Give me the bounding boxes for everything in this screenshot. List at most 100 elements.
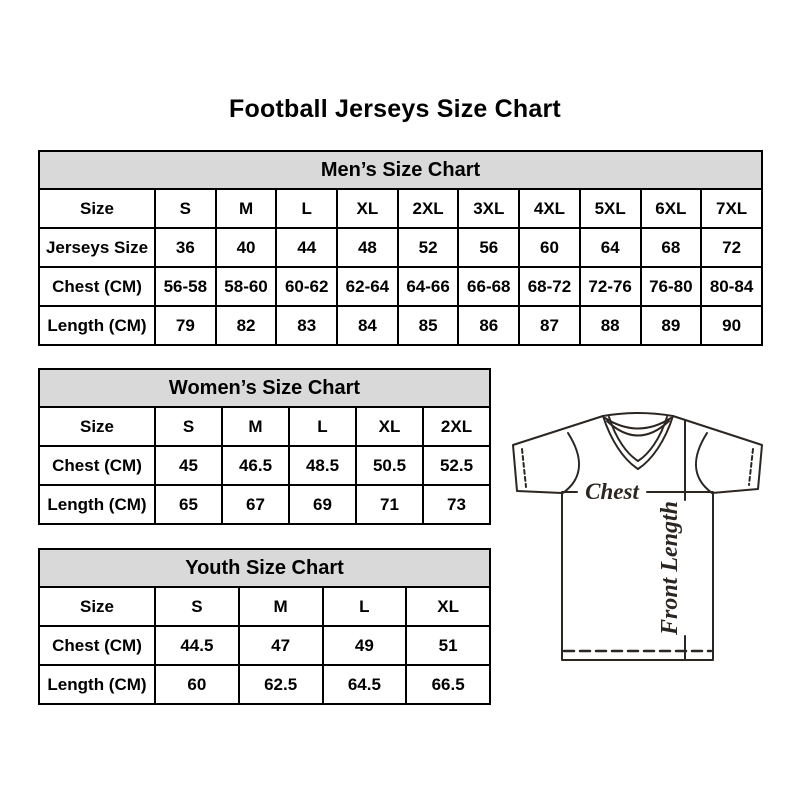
value-cell: 65	[154, 484, 223, 525]
value-cell: 52	[396, 227, 460, 268]
value-cell: 84	[336, 305, 399, 346]
value-cell: 2XL	[422, 406, 491, 447]
jersey-left-armhole-seam	[562, 432, 580, 494]
value-cell: 72	[700, 227, 763, 268]
value-cell: 68-72	[518, 266, 581, 307]
mens-table: Size S M L XL 2XL 3XL 4XL 5XL 6XL 7XL Jerseys Size 3…	[38, 188, 763, 346]
value-cell: M	[237, 586, 324, 627]
womens-table: Size S M L XL 2XL Chest (CM) 45 46.5 48.5 50.5 52.5…	[38, 406, 491, 525]
value-cell: 82	[214, 305, 278, 346]
value-cell: 36	[154, 227, 217, 268]
value-cell: 4XL	[518, 188, 581, 229]
value-cell: L	[288, 406, 357, 447]
value-cell: S	[154, 188, 217, 229]
front-length-label: Front Length	[657, 501, 683, 636]
value-cell: 44	[275, 227, 339, 268]
jersey-vneck-inner-left	[608, 416, 639, 462]
value-cell: 60	[154, 664, 240, 705]
value-cell: 47	[237, 625, 324, 666]
value-cell: 66.5	[405, 664, 491, 705]
value-cell: 76-80	[639, 266, 703, 307]
value-cell: 73	[422, 484, 491, 525]
jersey-right-armhole-seam	[695, 432, 713, 494]
value-cell: 48	[336, 227, 399, 268]
value-cell: 68	[639, 227, 703, 268]
value-cell: L	[321, 586, 408, 627]
jersey-measurement-diagram: Chest Front Length	[500, 403, 775, 671]
jersey-left-cuff-stitch	[521, 448, 527, 488]
value-cell: 5XL	[578, 188, 642, 229]
table-row: Length (CM) 60 62.5 64.5 66.5	[38, 664, 491, 705]
youth-table: Size S M L XL Chest (CM) 44.5 47 49 51 Length (CM)…	[38, 586, 491, 705]
value-cell: M	[214, 188, 278, 229]
table-row: Chest (CM) 44.5 47 49 51	[38, 625, 491, 666]
youth-size-chart: Youth Size Chart Size S M L XL Chest (CM) 44.5…	[38, 548, 491, 705]
youth-table-title: Youth Size Chart	[38, 548, 491, 586]
value-cell: S	[154, 586, 240, 627]
value-cell: 51	[405, 625, 491, 666]
value-cell: 45	[154, 445, 223, 486]
value-cell: 3XL	[457, 188, 521, 229]
womens-size-chart: Women’s Size Chart Size S M L XL 2XL Chest (CM…	[38, 368, 491, 525]
row-label-cell: Size	[38, 586, 156, 627]
jersey-collar-top	[602, 412, 674, 417]
value-cell: XL	[405, 586, 491, 627]
value-cell: 87	[518, 305, 581, 346]
table-row: Chest (CM) 56-58 58-60 60-62 62-64 64-66 66-68…	[38, 266, 763, 307]
value-cell: 60-62	[275, 266, 339, 307]
value-cell: 90	[700, 305, 763, 346]
mens-size-chart: Men’s Size Chart Size S M L XL 2XL 3XL 4XL 5XL 6X…	[38, 150, 763, 346]
value-cell: 50.5	[355, 445, 424, 486]
value-cell: 6XL	[639, 188, 703, 229]
table-row: Chest (CM) 45 46.5 48.5 50.5 52.5	[38, 445, 491, 486]
row-label-cell: Jerseys Size	[38, 227, 156, 268]
row-label-cell: Length (CM)	[38, 664, 156, 705]
jersey-left-sleeve	[512, 415, 604, 494]
value-cell: 40	[214, 227, 278, 268]
value-cell: 83	[275, 305, 339, 346]
value-cell: 7XL	[700, 188, 763, 229]
row-label-cell: Length (CM)	[38, 484, 156, 525]
value-cell: 79	[154, 305, 217, 346]
value-cell: S	[154, 406, 223, 447]
value-cell: 64	[578, 227, 642, 268]
row-label-cell: Chest (CM)	[38, 445, 156, 486]
womens-table-title: Women’s Size Chart	[38, 368, 491, 406]
jersey-vneck-outer-left	[602, 415, 639, 470]
value-cell: 62.5	[237, 664, 324, 705]
jersey-right-sleeve	[672, 415, 763, 494]
value-cell: 66-68	[457, 266, 521, 307]
value-cell: 48.5	[288, 445, 357, 486]
value-cell: 64-66	[396, 266, 460, 307]
value-cell: 67	[221, 484, 290, 525]
value-cell: 44.5	[154, 625, 240, 666]
row-label-cell: Size	[38, 188, 156, 229]
value-cell: 89	[639, 305, 703, 346]
jersey-vneck-outer-right	[637, 415, 674, 470]
value-cell: 85	[396, 305, 460, 346]
value-cell: 58-60	[214, 266, 278, 307]
table-row: Size S M L XL	[38, 586, 491, 627]
chest-label: Chest	[585, 479, 639, 504]
value-cell: 64.5	[321, 664, 408, 705]
table-row: Size S M L XL 2XL 3XL 4XL 5XL 6XL 7XL	[38, 188, 763, 229]
value-cell: 71	[355, 484, 424, 525]
value-cell: 56	[457, 227, 521, 268]
page-title: Football Jerseys Size Chart	[229, 95, 561, 123]
value-cell: M	[221, 406, 290, 447]
jersey-diagram-drawing: Chest Front Length	[512, 412, 763, 661]
table-row: Length (CM) 65 67 69 71 73	[38, 484, 491, 525]
value-cell: 62-64	[336, 266, 399, 307]
value-cell: 46.5	[221, 445, 290, 486]
value-cell: 88	[578, 305, 642, 346]
value-cell: 49	[321, 625, 408, 666]
value-cell: 86	[457, 305, 521, 346]
row-label-cell: Chest (CM)	[38, 625, 156, 666]
value-cell: XL	[355, 406, 424, 447]
value-cell: 2XL	[396, 188, 460, 229]
value-cell: 69	[288, 484, 357, 525]
value-cell: 60	[518, 227, 581, 268]
table-row: Size S M L XL 2XL	[38, 406, 491, 447]
value-cell: 56-58	[154, 266, 217, 307]
